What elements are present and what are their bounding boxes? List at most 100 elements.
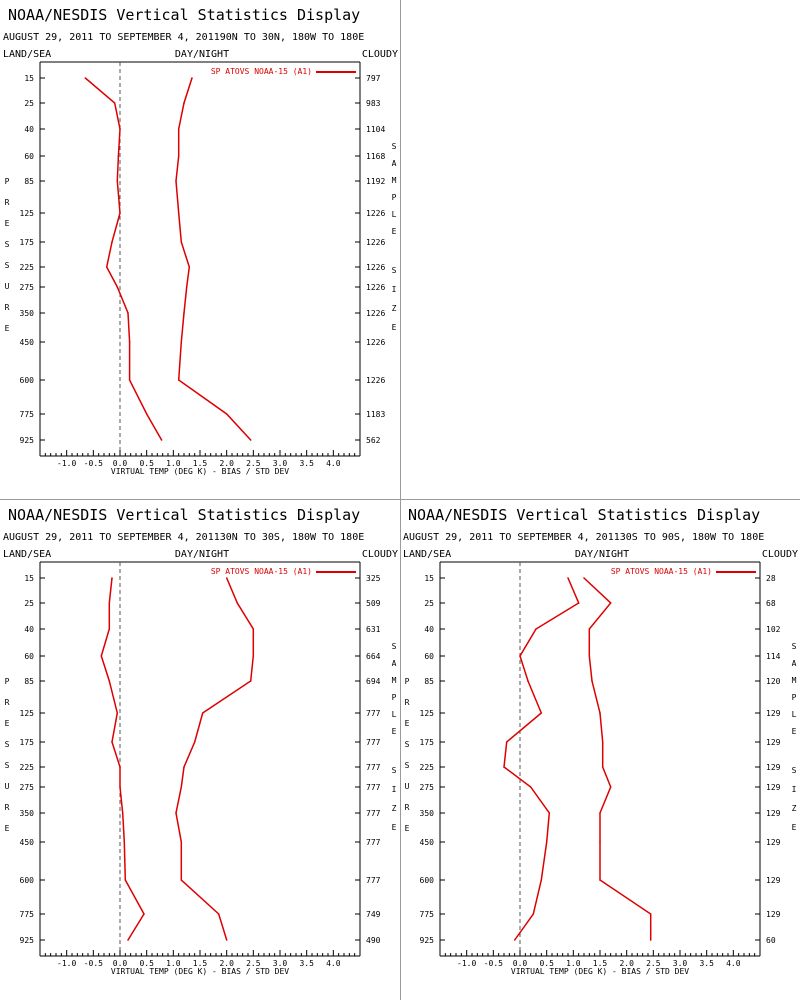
std-dev-point xyxy=(252,628,255,630)
std-dev-point xyxy=(175,812,177,814)
std-dev-point xyxy=(177,379,180,381)
std-dev-point xyxy=(185,286,188,288)
x-tick-label: -0.5 xyxy=(84,959,103,968)
pressure-axis-letter: S xyxy=(405,740,410,749)
land-sea-label: LAND/SEA xyxy=(3,549,51,560)
sample-size-label: 129 xyxy=(766,838,781,847)
pressure-level-label: 775 xyxy=(20,910,35,919)
sample-axis-letter: P xyxy=(392,693,397,702)
pressure-level-label: 85 xyxy=(24,177,34,186)
sample-size-label: 129 xyxy=(766,809,781,818)
sample-size-label: 777 xyxy=(366,809,381,818)
pressure-level-label: 350 xyxy=(20,309,35,318)
pressure-axis-letter: U xyxy=(405,782,410,791)
x-axis-label: VIRTUAL TEMP (DEG K) - BIAS / STD DEV xyxy=(511,967,689,976)
bias-point xyxy=(124,879,127,881)
std-dev-point xyxy=(249,439,252,441)
legend-label: SP ATOVS NOAA-15 (A1) xyxy=(211,567,312,576)
sample-axis-letter: L xyxy=(392,710,397,719)
sample-axis-letter: A xyxy=(792,659,797,668)
sample-size-label: 129 xyxy=(766,738,781,747)
x-tick-label: 4.0 xyxy=(726,959,741,968)
legend-label: SP ATOVS NOAA-15 (A1) xyxy=(611,567,712,576)
std-dev-point xyxy=(252,655,255,657)
x-tick-label: 0.0 xyxy=(113,459,128,468)
std-dev-point xyxy=(177,155,180,157)
size-axis-letter: E xyxy=(392,323,397,332)
sample-axis-letter: S xyxy=(392,142,397,151)
std-dev-point xyxy=(599,879,601,881)
std-dev-point xyxy=(183,766,185,768)
size-axis-letter: E xyxy=(792,823,797,832)
sample-size-label: 509 xyxy=(366,599,381,608)
bias-point xyxy=(535,628,537,630)
bias-series-line xyxy=(100,577,145,941)
chart-title: NOAA/NESDIS Vertical Statistics Display xyxy=(408,506,760,524)
std-dev-point xyxy=(180,241,183,243)
pressure-axis-letter: S xyxy=(5,240,10,249)
std-dev-point xyxy=(583,577,585,579)
std-dev-point xyxy=(599,841,601,843)
pressure-level-label: 225 xyxy=(20,263,35,272)
size-axis-letter: Z xyxy=(792,804,797,813)
bias-point xyxy=(128,379,131,381)
bias-point xyxy=(123,841,126,843)
chart-panel-nh: NOAA/NESDIS Vertical Statistics Display A… xyxy=(0,0,400,500)
std-dev-point xyxy=(188,266,191,268)
x-axis-label: VIRTUAL TEMP (DEG K) - BIAS / STD DEV xyxy=(111,467,289,476)
panel-separator-horizontal xyxy=(0,499,800,500)
std-dev-point xyxy=(609,602,612,604)
pressure-axis-letter: R xyxy=(5,198,10,207)
std-dev-point xyxy=(599,812,601,814)
day-night-label: DAY/NIGHT xyxy=(175,549,229,560)
pressure-axis-letter: P xyxy=(5,677,10,686)
sample-size-label: 1104 xyxy=(366,125,385,134)
chart-subtitle: AUGUST 29, 2011 TO SEPTEMBER 4, 201190N … xyxy=(3,32,364,43)
pressure-axis-letter: S xyxy=(5,261,10,270)
x-tick-label: 2.5 xyxy=(246,459,261,468)
pressure-level-label: 40 xyxy=(424,625,434,634)
pressure-level-label: 225 xyxy=(420,763,435,772)
std-dev-point xyxy=(201,712,204,714)
pressure-level-label: 450 xyxy=(20,338,35,347)
sample-size-label: 1226 xyxy=(366,209,385,218)
sample-size-label: 1226 xyxy=(366,238,385,247)
bias-point xyxy=(540,879,543,881)
cloudy-label: CLOUDY xyxy=(762,549,798,560)
std-dev-point xyxy=(249,680,252,682)
std-dev-series-line xyxy=(175,577,255,941)
sample-size-label: 129 xyxy=(766,910,781,919)
bias-point xyxy=(117,155,120,157)
size-axis-letter: I xyxy=(392,285,397,294)
sample-axis-letter: S xyxy=(392,642,397,651)
x-tick-label: 1.0 xyxy=(166,959,181,968)
std-dev-point xyxy=(217,913,220,915)
bias-series-line xyxy=(503,577,580,941)
sample-size-label: 777 xyxy=(366,763,381,772)
pressure-level-label: 775 xyxy=(20,410,35,419)
chart-title: NOAA/NESDIS Vertical Statistics Display xyxy=(8,506,360,524)
pressure-level-label: 925 xyxy=(420,936,435,945)
bias-point xyxy=(505,741,508,743)
std-dev-point xyxy=(599,712,601,714)
sample-size-label: 1226 xyxy=(366,309,385,318)
pressure-level-label: 85 xyxy=(24,677,34,686)
bias-point xyxy=(548,812,551,814)
sample-size-label: 129 xyxy=(766,783,781,792)
pressure-level-label: 175 xyxy=(20,738,35,747)
pressure-level-label: 175 xyxy=(420,738,435,747)
std-dev-point xyxy=(225,413,228,415)
pressure-axis-letter: P xyxy=(5,177,10,186)
size-axis-letter: I xyxy=(392,785,397,794)
pressure-level-label: 15 xyxy=(24,74,34,83)
x-tick-label: 3.0 xyxy=(273,959,288,968)
sample-size-label: 664 xyxy=(366,652,381,661)
sample-axis-letter: P xyxy=(792,693,797,702)
bias-point xyxy=(519,655,521,657)
sample-size-label: 631 xyxy=(366,625,381,634)
x-tick-label: -0.5 xyxy=(84,459,103,468)
pressure-axis-letter: E xyxy=(5,719,10,728)
x-tick-label: 3.5 xyxy=(699,959,714,968)
land-sea-label: LAND/SEA xyxy=(403,549,451,560)
std-dev-point xyxy=(225,577,228,579)
